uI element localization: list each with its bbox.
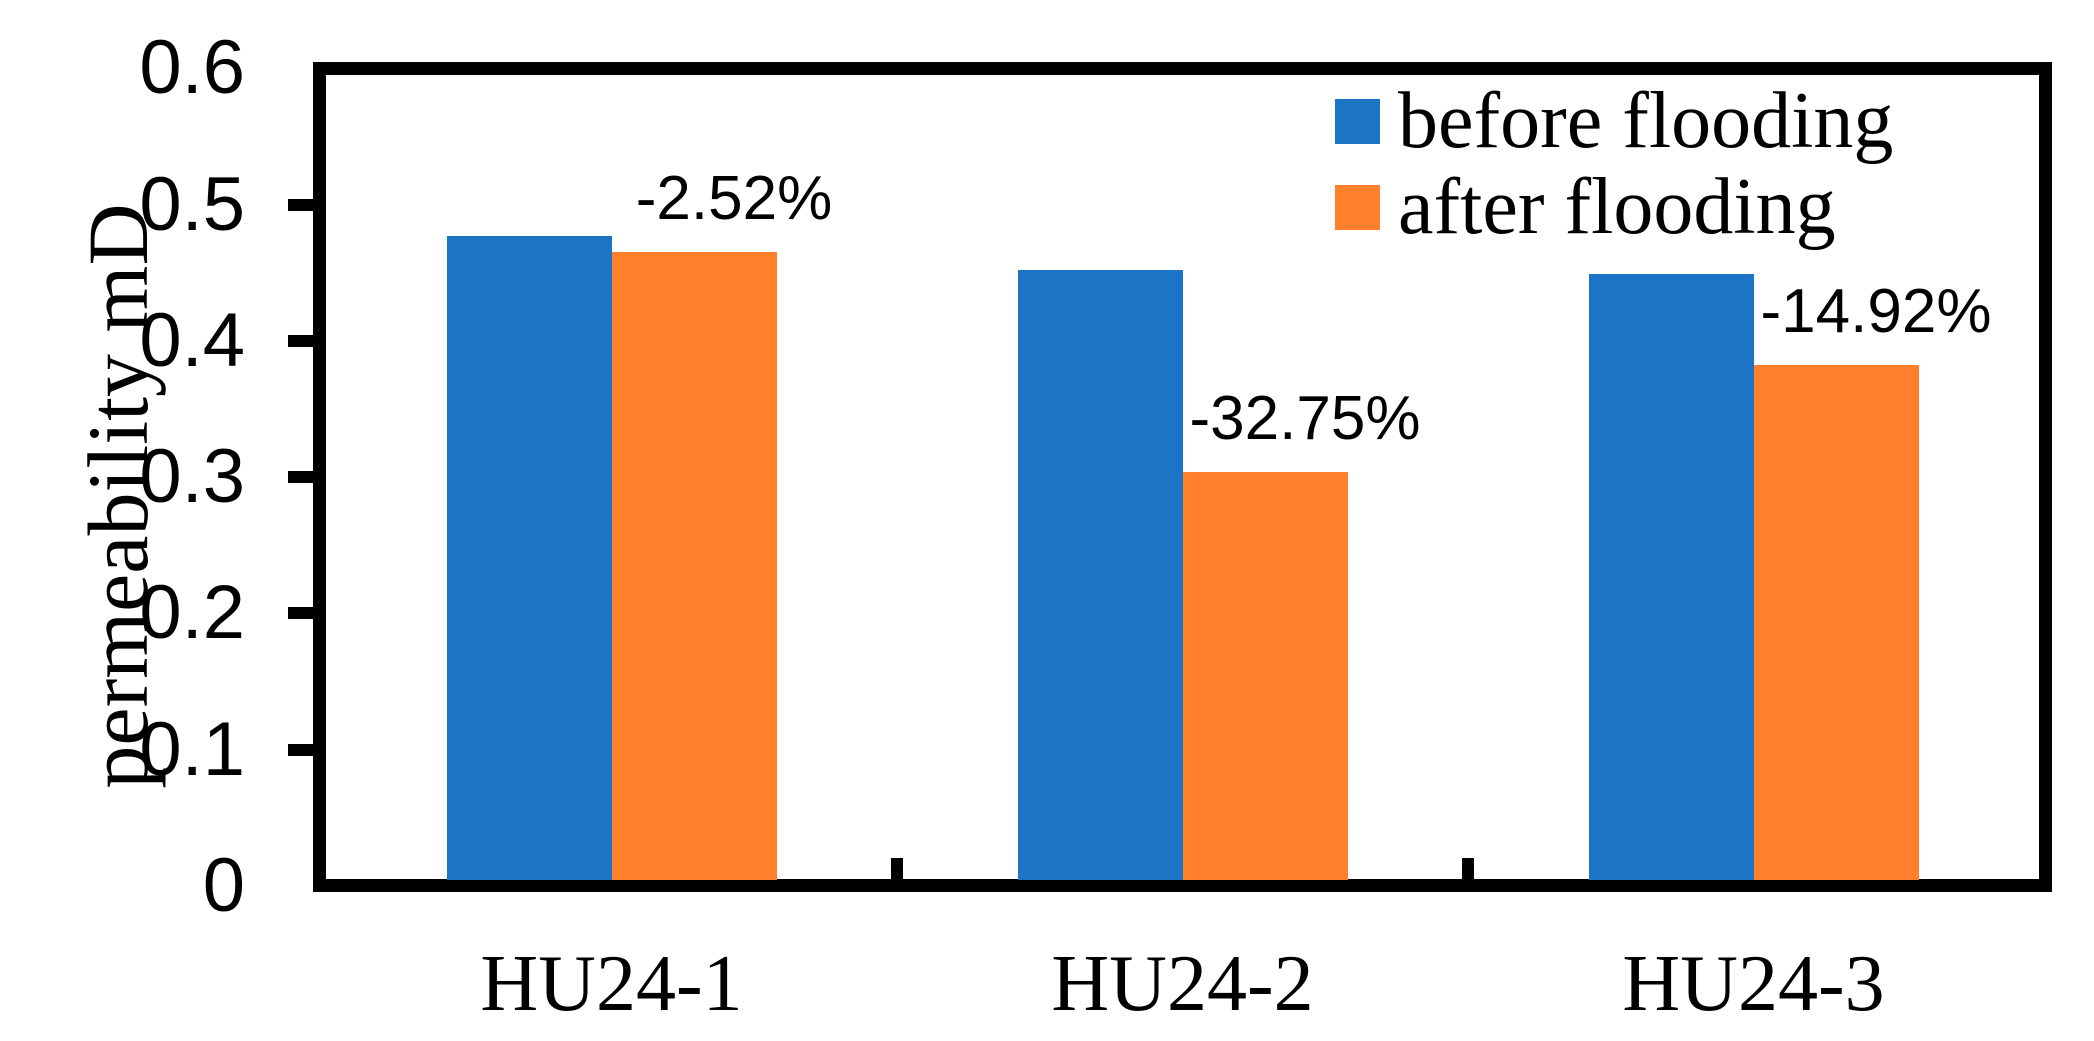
legend-item: before flooding [1335,78,1893,164]
bar-after-flooding-HU24-3 [1753,365,1919,880]
percent-change-annotation: -32.75% [1189,383,1421,453]
y-tick-label: 0.4 [139,297,245,383]
bar-after-flooding-HU24-1 [611,252,777,880]
y-tick-mark [288,607,313,620]
legend-label: before flooding [1398,77,1894,165]
x-tick-mark [891,858,903,880]
y-tick-label: 0.2 [139,570,245,656]
percent-change-annotation: -2.52% [635,164,833,234]
y-tick-label: 0.5 [139,161,245,247]
legend-swatch-icon [1335,184,1380,230]
y-tick-label: 0.1 [139,706,245,792]
x-category-label: HU24-2 [1051,940,1314,1028]
bar-before-flooding-HU24-2 [1017,269,1183,880]
legend-swatch-icon [1335,98,1380,144]
bar-before-flooding-HU24-1 [446,235,612,880]
y-tick-mark [288,334,313,347]
y-tick-label: 0.3 [139,434,245,520]
bar-after-flooding-HU24-2 [1182,471,1348,880]
y-tick-label: 0.6 [139,25,245,111]
legend-label: after flooding [1398,163,1836,251]
x-category-label: HU24-3 [1622,940,1885,1028]
x-tick-mark [1462,858,1474,880]
y-tick-mark [288,198,313,211]
percent-change-annotation: -14.92% [1760,277,1992,347]
x-category-label: HU24-1 [480,940,743,1028]
y-tick-mark [288,471,313,484]
legend: before flooding after flooding [1335,78,1893,250]
y-tick-mark [288,743,313,756]
bar-before-flooding-HU24-3 [1588,274,1754,880]
legend-item: after flooding [1335,164,1893,250]
y-tick-label: 0 [202,843,245,928]
